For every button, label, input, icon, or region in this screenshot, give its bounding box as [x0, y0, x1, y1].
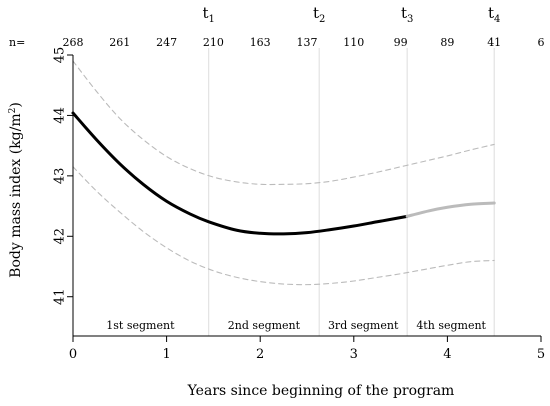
y-tick-label: 43 — [53, 168, 68, 185]
n-count: 41 — [487, 36, 501, 49]
n-count: 163 — [250, 36, 271, 49]
n-count: 89 — [440, 36, 454, 49]
breakpoint-label: t1 — [203, 4, 215, 25]
upper-band-line — [72, 60, 495, 186]
n-count: 247 — [156, 36, 177, 49]
segment-label: 4th segment — [416, 319, 486, 332]
y-tick-label: 45 — [53, 47, 68, 64]
breakpoint-label: t2 — [313, 4, 325, 25]
n-count: 210 — [203, 36, 224, 49]
x-tick-label: 2 — [256, 347, 264, 362]
n-count: 99 — [394, 36, 408, 49]
x-tick-label: 4 — [443, 347, 451, 362]
n-count: 261 — [109, 36, 130, 49]
x-axis-title: Years since beginning of the program — [187, 383, 455, 399]
y-tick-label: 41 — [53, 288, 68, 305]
y-axis-title: Body mass index (kg/m2) — [8, 102, 24, 278]
confidence-band — [72, 60, 495, 286]
estimate-extension-line — [405, 201, 496, 218]
segment-dividers — [208, 48, 495, 336]
bmi-trend — [71, 111, 496, 236]
y-tick-label: 44 — [53, 107, 68, 124]
estimate-line — [71, 111, 409, 236]
breakpoint-label: t3 — [401, 4, 413, 25]
n-count: 137 — [297, 36, 318, 49]
breakpoint-label: t4 — [488, 4, 500, 25]
x-tick-label: 1 — [162, 347, 170, 362]
annotations: t1 t2 t3 t4 n= 268 261 247 210 163 137 110 99 89 41 6 1s… — [9, 4, 545, 332]
n-label: n= — [9, 36, 25, 49]
n-count: 268 — [63, 36, 84, 49]
segment-label: 3rd segment — [328, 319, 399, 332]
y-tick-label: 42 — [53, 228, 68, 245]
axes — [72, 55, 541, 337]
n-count: 6 — [538, 36, 545, 49]
segment-label: 1st segment — [106, 319, 175, 332]
n-count: 110 — [343, 36, 364, 49]
x-tick-label: 0 — [69, 347, 77, 362]
segment-label: 2nd segment — [228, 319, 301, 332]
lower-band-line — [72, 166, 495, 286]
x-tick-label: 5 — [537, 347, 545, 362]
x-tick-label: 3 — [350, 347, 358, 362]
